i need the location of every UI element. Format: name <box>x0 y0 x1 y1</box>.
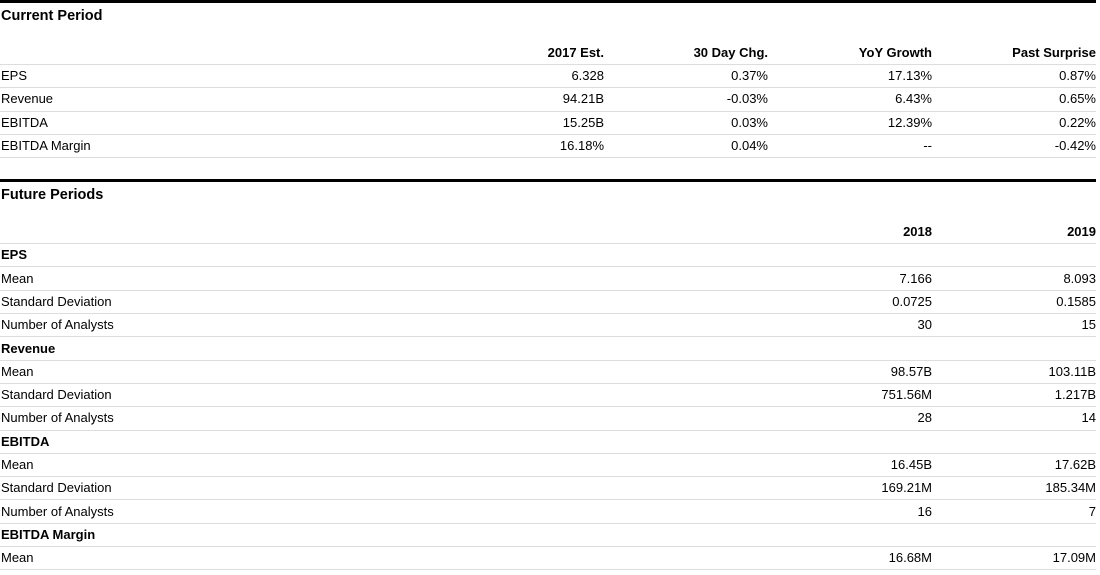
cell-value: 15.25B <box>440 111 604 135</box>
row-label: Mean <box>0 453 768 478</box>
row-label: Standard Deviation <box>0 290 768 315</box>
group-row: EBITDA Margin <box>0 523 1096 548</box>
cell-value: 6.328 <box>440 64 604 89</box>
group-row: EPS <box>0 243 1096 268</box>
table-header-row: 2017 Est. 30 Day Chg. YoY Growth Past Su… <box>0 30 1096 65</box>
group-label: EBITDA Margin <box>0 523 1096 548</box>
row-label: EPS <box>0 64 440 89</box>
row-label: EBITDA Margin <box>0 134 440 159</box>
column-header: 30 Day Chg. <box>604 30 768 65</box>
group-row: EBITDA <box>0 430 1096 454</box>
cell-value: 0.87% <box>932 64 1096 89</box>
current-period-table: 2017 Est. 30 Day Chg. YoY Growth Past Su… <box>0 30 1096 159</box>
cell-value: 8.093 <box>932 266 1096 291</box>
cell-value: -- <box>768 134 932 159</box>
future-periods-table: 2018 2019 EPS Mean 7.166 8.093 Standard Devi… <box>0 209 1096 571</box>
future-periods-section: Future Periods 2018 2019 EPS Mean 7.166 8.0… <box>0 179 1096 571</box>
row-label: Standard Deviation <box>0 383 768 408</box>
cell-value: -0.03% <box>604 87 768 112</box>
column-header: 2017 Est. <box>440 30 604 65</box>
row-label: Mean <box>0 546 768 571</box>
cell-value: 98.57B <box>768 360 932 384</box>
cell-value: 103.11B <box>932 360 1096 384</box>
group-label: EBITDA <box>0 430 1096 454</box>
row-label: Standard Deviation <box>0 476 768 501</box>
cell-value: 16.45B <box>768 453 932 478</box>
table-row: Mean 16.45B 17.62B <box>0 453 1096 478</box>
cell-value: 0.03% <box>604 111 768 135</box>
row-label: EBITDA <box>0 111 440 135</box>
column-header: YoY Growth <box>768 30 932 65</box>
cell-value: 169.21M <box>768 476 932 501</box>
table-row: Standard Deviation 751.56M 1.217B <box>0 383 1096 408</box>
cell-value: 17.62B <box>932 453 1096 478</box>
current-period-title: Current Period <box>1 8 103 24</box>
table-row: Standard Deviation 169.21M 185.34M <box>0 476 1096 501</box>
cell-value: 185.34M <box>932 476 1096 501</box>
cell-value: 7 <box>932 499 1096 524</box>
cell-value: 1.217B <box>932 383 1096 408</box>
cell-value: 7.166 <box>768 266 932 291</box>
table-row: Standard Deviation 0.0725 0.1585 <box>0 290 1096 315</box>
cell-value: 0.37% <box>604 64 768 89</box>
cell-value: 16.18% <box>440 134 604 159</box>
cell-value: 17.09M <box>932 546 1096 571</box>
cell-value: 16.68M <box>768 546 932 571</box>
table-row: EBITDA Margin 16.18% 0.04% -- -0.42% <box>0 134 1096 159</box>
row-label: Number of Analysts <box>0 313 768 338</box>
table-header-row: 2018 2019 <box>0 209 1096 245</box>
current-period-section: Current Period 2017 Est. 30 Day Chg. YoY… <box>0 0 1096 179</box>
group-row: Revenue <box>0 336 1096 361</box>
row-label: Mean <box>0 360 768 384</box>
column-header: 2019 <box>932 209 1096 245</box>
table-row: EBITDA 15.25B 0.03% 12.39% 0.22% <box>0 111 1096 135</box>
cell-value: 12.39% <box>768 111 932 135</box>
group-label: EPS <box>0 243 1096 268</box>
row-label: Mean <box>0 266 768 291</box>
cell-value: 0.65% <box>932 87 1096 112</box>
cell-value: 28 <box>768 406 932 431</box>
cell-value: -0.42% <box>932 134 1096 159</box>
cell-value: 14 <box>932 406 1096 431</box>
column-header: 2018 <box>768 209 932 245</box>
table-row: EPS 6.328 0.37% 17.13% 0.87% <box>0 64 1096 89</box>
table-row: Mean 98.57B 103.11B <box>0 360 1096 384</box>
cell-value: 0.22% <box>932 111 1096 135</box>
cell-value: 0.1585 <box>932 290 1096 315</box>
future-periods-title: Future Periods <box>1 187 104 204</box>
table-row: Revenue 94.21B -0.03% 6.43% 0.65% <box>0 87 1096 112</box>
cell-value: 6.43% <box>768 87 932 112</box>
row-label: Number of Analysts <box>0 406 768 431</box>
cell-value: 0.0725 <box>768 290 932 315</box>
table-row: Number of Analysts 30 15 <box>0 313 1096 338</box>
cell-value: 30 <box>768 313 932 338</box>
table-row: Number of Analysts 16 7 <box>0 499 1096 524</box>
cell-value: 15 <box>932 313 1096 338</box>
row-label: Number of Analysts <box>0 499 768 524</box>
cell-value: 16 <box>768 499 932 524</box>
cell-value: 0.04% <box>604 134 768 159</box>
cell-value: 751.56M <box>768 383 932 408</box>
column-header: Past Surprise <box>932 30 1096 65</box>
table-row: Number of Analysts 28 14 <box>0 406 1096 431</box>
table-row: Mean 16.68M 17.09M <box>0 546 1096 571</box>
cell-value: 94.21B <box>440 87 604 112</box>
cell-value: 17.13% <box>768 64 932 89</box>
table-row: Mean 7.166 8.093 <box>0 266 1096 291</box>
row-label: Revenue <box>0 87 440 112</box>
group-label: Revenue <box>0 336 1096 361</box>
